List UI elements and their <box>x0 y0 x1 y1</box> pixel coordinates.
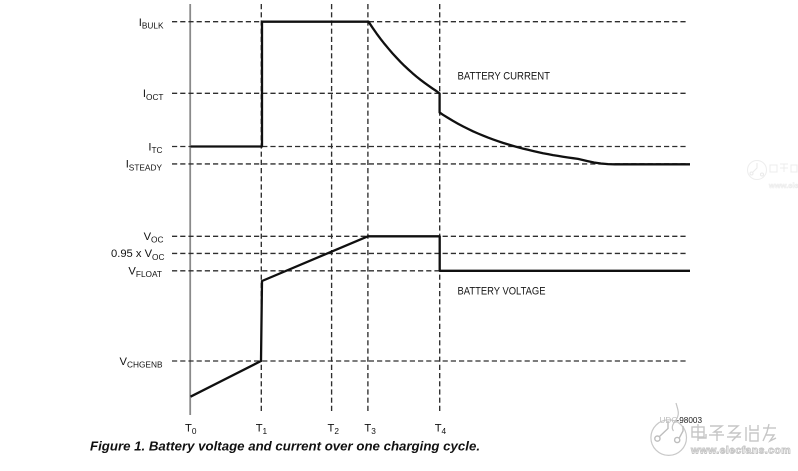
svg-text:T4: T4 <box>435 423 447 437</box>
svg-text:ISTEADY: ISTEADY <box>126 159 163 173</box>
svg-text:Figure 1. Battery voltage and: Figure 1. Battery voltage and current ov… <box>90 440 480 454</box>
svg-text:UDG: UDG <box>660 416 678 425</box>
svg-text:0.95 x VOC: 0.95 x VOC <box>111 248 165 262</box>
svg-text:VOC: VOC <box>144 231 164 245</box>
svg-text:T0: T0 <box>185 423 197 437</box>
svg-text:-98003: -98003 <box>677 416 703 425</box>
svg-text:VFLOAT: VFLOAT <box>128 266 162 280</box>
svg-text:BATTERY CURRENT: BATTERY CURRENT <box>458 70 551 82</box>
svg-text:T1: T1 <box>256 423 268 437</box>
svg-text:IBULK: IBULK <box>139 17 164 31</box>
svg-text:ITC: ITC <box>148 141 162 155</box>
svg-text:T2: T2 <box>328 423 340 437</box>
svg-text:VCHGENB: VCHGENB <box>120 356 163 370</box>
svg-text:BATTERY VOLTAGE: BATTERY VOLTAGE <box>458 285 546 297</box>
svg-text:T3: T3 <box>364 423 376 437</box>
svg-text:IOCT: IOCT <box>143 88 164 102</box>
svg-text:www.elecfans.o: www.elecfans.o <box>768 181 798 190</box>
svg-text:www.elecfans.com: www.elecfans.com <box>690 445 791 457</box>
